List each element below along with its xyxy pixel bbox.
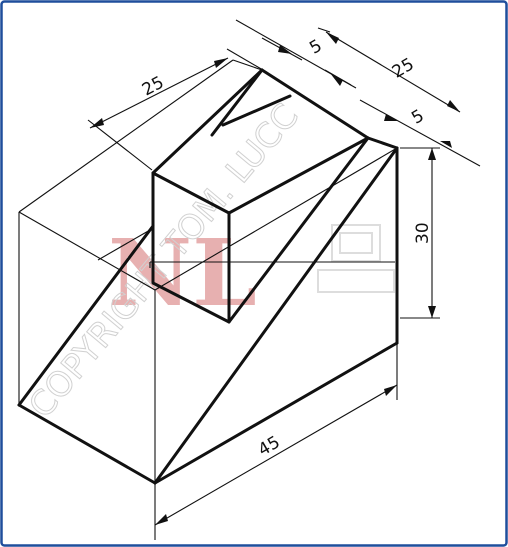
dim-offset-a: 5 bbox=[306, 36, 325, 59]
watermark-copyright: COPYRIGHT TOM. LUCC bbox=[21, 97, 306, 426]
dim-base-length: 45 bbox=[255, 432, 284, 460]
object-outline bbox=[17, 68, 399, 485]
watermark-monitor-icon bbox=[317, 224, 395, 293]
dim-depth: 25 bbox=[389, 54, 418, 82]
watermark-logo: NL bbox=[108, 219, 257, 327]
dim-height: 30 bbox=[413, 222, 433, 244]
dimension-lines bbox=[87, 19, 481, 540]
construction-lines bbox=[18, 59, 398, 483]
dim-top-length: 25 bbox=[139, 73, 167, 101]
dim-offset-b: 5 bbox=[408, 106, 427, 129]
